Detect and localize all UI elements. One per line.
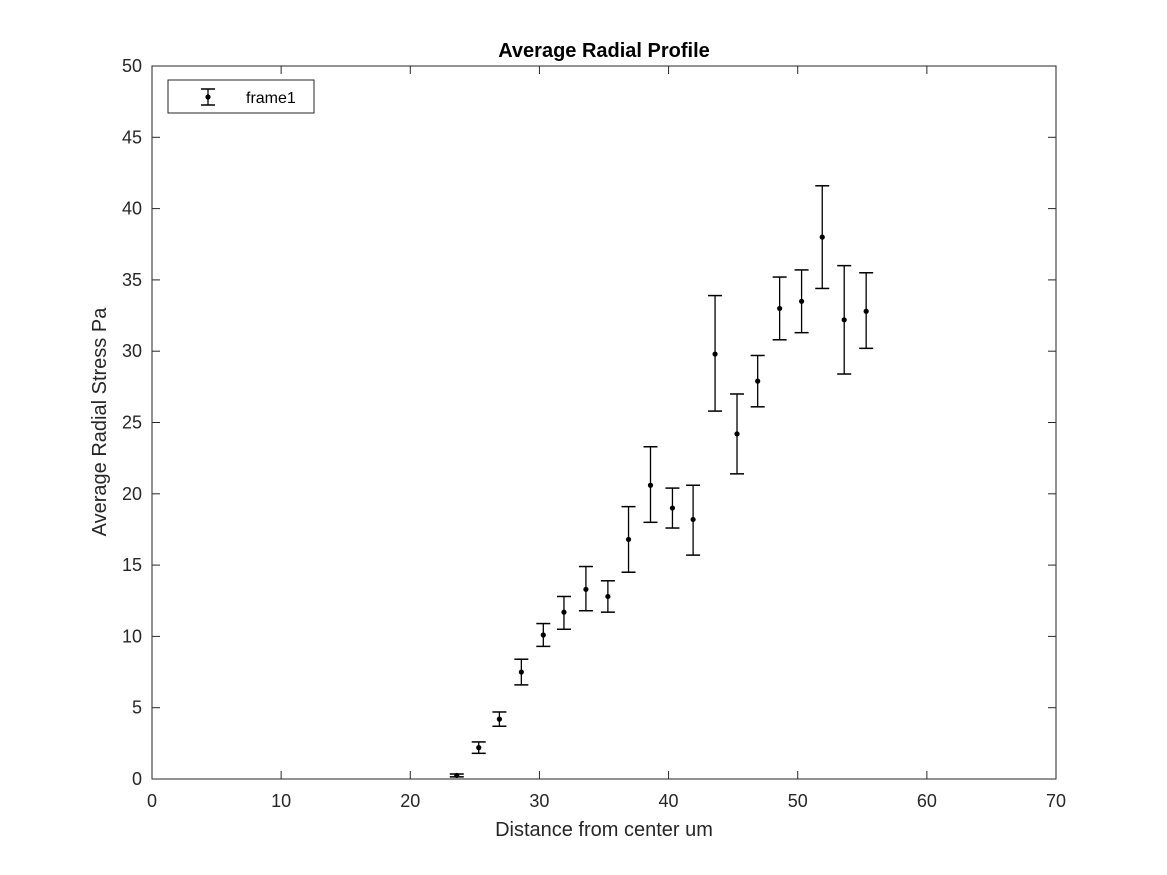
x-tick-label: 10 [271, 791, 291, 811]
plot-area [151, 65, 1057, 780]
y-tick-label: 50 [122, 56, 142, 76]
data-point [708, 294, 723, 412]
data-point [730, 393, 745, 475]
point-marker [540, 632, 546, 638]
y-tick-label: 10 [122, 626, 142, 646]
point-marker [518, 669, 524, 675]
point-marker [561, 609, 567, 615]
data-point [643, 445, 658, 524]
point-marker [863, 308, 869, 314]
data-point [471, 741, 486, 755]
y-tick-label: 0 [132, 769, 142, 789]
legend: frame1 [167, 79, 315, 114]
y-axis-label: Average Radial Stress Pa [89, 307, 111, 537]
data-point [859, 272, 874, 350]
y-tick-label: 15 [122, 555, 142, 575]
chart-title: Average Radial Profile [498, 40, 710, 62]
legend-marker-icon [205, 94, 211, 100]
x-tick-label: 30 [529, 791, 549, 811]
y-axis: 0 5 10 15 20 25 30 35 40 45 50 [122, 56, 1056, 789]
data-point [600, 580, 615, 613]
data-point [536, 622, 551, 648]
point-marker [798, 298, 805, 304]
point-marker [669, 505, 676, 511]
point-marker [476, 745, 482, 751]
data-point [449, 772, 464, 779]
data-point [772, 276, 787, 341]
x-tick-label: 20 [400, 791, 420, 811]
point-marker [777, 305, 783, 312]
point-marker [647, 482, 654, 488]
data-point [750, 354, 765, 408]
y-tick-label: 30 [122, 341, 142, 361]
y-tick-label: 40 [122, 199, 142, 219]
point-marker [690, 516, 696, 523]
point-marker [755, 378, 761, 384]
point-marker [734, 431, 740, 437]
y-tick-label: 5 [132, 698, 142, 718]
x-axis-label: Distance from center um [495, 819, 713, 841]
x-tick-label: 70 [1046, 791, 1066, 811]
legend-box [167, 79, 315, 114]
data-point [556, 595, 571, 631]
x-tick-label: 60 [917, 791, 937, 811]
point-marker [819, 234, 825, 240]
data-point [837, 264, 852, 375]
y-tick-label: 20 [122, 484, 142, 504]
x-tick-label: 40 [659, 791, 679, 811]
point-marker [605, 593, 611, 600]
y-tick-label: 25 [122, 413, 142, 433]
data-point [686, 484, 701, 556]
x-tick-label: 50 [788, 791, 808, 811]
series-frame1 [449, 185, 874, 779]
data-point [578, 565, 593, 612]
point-marker [583, 586, 589, 592]
point-marker [496, 716, 502, 722]
data-point [815, 185, 830, 290]
x-axis: 0 10 20 30 40 50 60 70 [147, 66, 1066, 811]
y-tick-label: 35 [122, 270, 142, 290]
point-marker [625, 536, 632, 543]
data-point [794, 269, 809, 334]
legend-label: frame1 [246, 90, 296, 107]
data-point [514, 658, 529, 686]
data-point [665, 487, 680, 529]
x-tick-label: 0 [147, 791, 157, 811]
y-tick-label: 45 [122, 127, 142, 147]
point-marker [712, 351, 718, 357]
point-marker [454, 772, 460, 779]
point-marker [841, 317, 847, 323]
data-point [492, 711, 507, 727]
data-point [621, 505, 636, 573]
